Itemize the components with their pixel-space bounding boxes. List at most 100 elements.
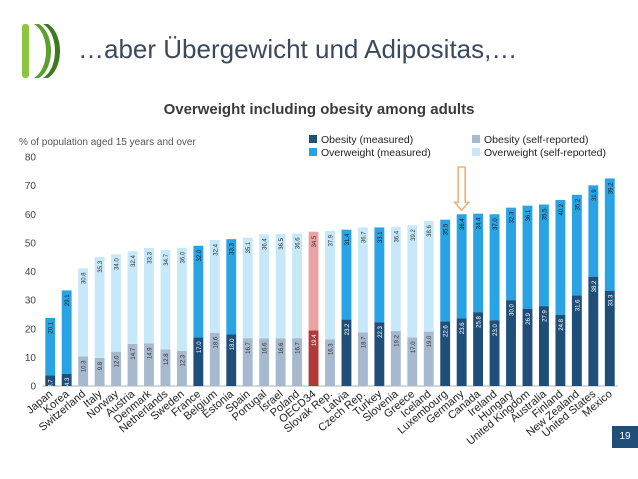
bar-obesity xyxy=(275,338,286,386)
data-label-obesity: 16.3 xyxy=(329,343,335,355)
data-label-obesity: 16.6 xyxy=(279,342,285,354)
bar-overweight xyxy=(390,226,401,332)
bar-overweight xyxy=(226,239,237,335)
data-label-obesity: 14.7 xyxy=(131,347,137,359)
legend-obesity-self: Obesity (self-reported) xyxy=(472,134,588,146)
bar-obesity xyxy=(325,339,335,386)
bar-obesity xyxy=(374,322,385,386)
data-label-obesity: 9.8 xyxy=(98,361,104,370)
data-label-overweight: 36.5 xyxy=(279,237,285,249)
bar-obesity xyxy=(226,334,237,386)
data-label-overweight: 32.4 xyxy=(131,255,137,267)
data-label-overweight: 32.3 xyxy=(510,211,516,223)
data-label-overweight: 37.9 xyxy=(329,234,335,246)
data-label-overweight: 30.8 xyxy=(82,272,88,284)
logo-arc-2 xyxy=(43,24,60,78)
bar-obesity xyxy=(506,300,516,386)
bar-obesity xyxy=(522,308,533,386)
bar-obesity xyxy=(390,331,401,386)
y-tick-label: 30 xyxy=(25,296,37,307)
chart-subtitle: % of population aged 15 years and over xyxy=(19,137,196,148)
y-tick-label: 60 xyxy=(25,210,37,221)
data-label-obesity: 17.0 xyxy=(411,341,417,353)
data-label-overweight: 31.9 xyxy=(592,189,598,201)
y-tick-label: 80 xyxy=(25,153,37,164)
bar-overweight xyxy=(506,207,516,301)
data-label-overweight: 33.3 xyxy=(147,251,153,263)
bar-obesity xyxy=(308,330,319,386)
legend-label: Overweight (measured) xyxy=(321,147,431,159)
bar-obesity xyxy=(357,332,368,386)
data-label-obesity: 12.3 xyxy=(180,354,186,366)
data-label-overweight: 33.1 xyxy=(378,231,384,243)
y-tick-label: 40 xyxy=(25,267,37,278)
bar-overweight xyxy=(341,229,352,320)
data-label-obesity: 22.6 xyxy=(444,325,450,337)
chart-title: Overweight including obesity among adult… xyxy=(163,101,475,118)
bar-obesity xyxy=(539,306,549,386)
y-tick-label: 0 xyxy=(30,382,36,393)
data-label-overweight: 40.2 xyxy=(559,203,565,215)
data-label-obesity: 23.6 xyxy=(460,322,466,334)
bar-overweight xyxy=(292,233,303,339)
bar-overweight xyxy=(275,234,286,339)
data-label-overweight: 39.2 xyxy=(411,228,417,240)
legend-obesity-measured: Obesity (measured) xyxy=(309,134,413,146)
data-label-overweight: 36.0 xyxy=(180,251,186,263)
data-label-overweight: 31.4 xyxy=(345,233,351,245)
bar-obesity xyxy=(341,319,352,386)
bar-obesity xyxy=(61,373,72,386)
bar-overweight xyxy=(374,227,385,323)
data-label-overweight: 33.3 xyxy=(230,243,236,255)
data-label-obesity: 31.6 xyxy=(575,299,581,311)
bar-overweight xyxy=(160,250,171,350)
highlight-arrow-icon xyxy=(452,166,471,212)
y-tick-label: 70 xyxy=(25,181,37,192)
bar-obesity xyxy=(176,350,187,386)
page-number-label: 19 xyxy=(619,431,631,442)
bar-obesity xyxy=(423,331,434,386)
data-label-overweight: 36.6 xyxy=(296,237,302,249)
legend-swatch xyxy=(309,135,317,143)
data-label-obesity: 30.0 xyxy=(510,303,516,315)
data-label-overweight: 36.7 xyxy=(361,231,367,243)
data-label-overweight: 35.5 xyxy=(542,208,548,220)
data-label-overweight: 32.4 xyxy=(213,243,219,255)
data-label-overweight: 34.4 xyxy=(477,217,483,229)
bar-obesity xyxy=(242,338,253,386)
data-label-obesity: 12.8 xyxy=(164,353,170,365)
data-label-overweight: 34.5 xyxy=(312,235,318,247)
bar-obesity xyxy=(571,295,582,386)
data-label-obesity: 3.7 xyxy=(49,379,55,388)
bar-obesity xyxy=(259,338,270,386)
bar-obesity xyxy=(78,356,89,386)
data-label-overweight: 35.3 xyxy=(98,260,104,272)
logo-bar-green-1 xyxy=(22,24,29,78)
data-label-obesity: 27.9 xyxy=(542,309,548,321)
y-tick-label: 50 xyxy=(25,238,37,249)
page-number: 19 xyxy=(612,426,638,448)
bar-obesity xyxy=(407,337,418,386)
bar-overweight xyxy=(539,204,549,307)
bar-overweight xyxy=(94,256,105,358)
bar-overweight xyxy=(61,290,72,374)
bar-obesity xyxy=(45,375,56,386)
data-label-overweight: 35.2 xyxy=(575,198,581,210)
bar-overweight xyxy=(555,199,566,316)
bar-obesity xyxy=(588,276,599,386)
bar-obesity xyxy=(111,351,121,386)
data-label-obesity: 10.3 xyxy=(82,360,88,372)
logo-arc-1 xyxy=(34,24,51,78)
bar-overweight xyxy=(325,230,335,340)
data-label-overweight: 35.5 xyxy=(444,223,450,235)
data-label-obesity: 18.7 xyxy=(361,336,367,348)
data-label-obesity: 22.3 xyxy=(378,326,384,338)
data-label-overweight: 37.0 xyxy=(493,218,499,230)
data-label-overweight: 34.0 xyxy=(115,258,121,270)
bar-overweight xyxy=(423,221,434,332)
bar-overweight xyxy=(308,231,319,331)
data-label-obesity: 14.9 xyxy=(147,347,153,359)
data-label-obesity: 19.0 xyxy=(427,335,433,347)
bar-obesity xyxy=(489,320,500,386)
data-label-obesity: 19.2 xyxy=(394,334,400,346)
